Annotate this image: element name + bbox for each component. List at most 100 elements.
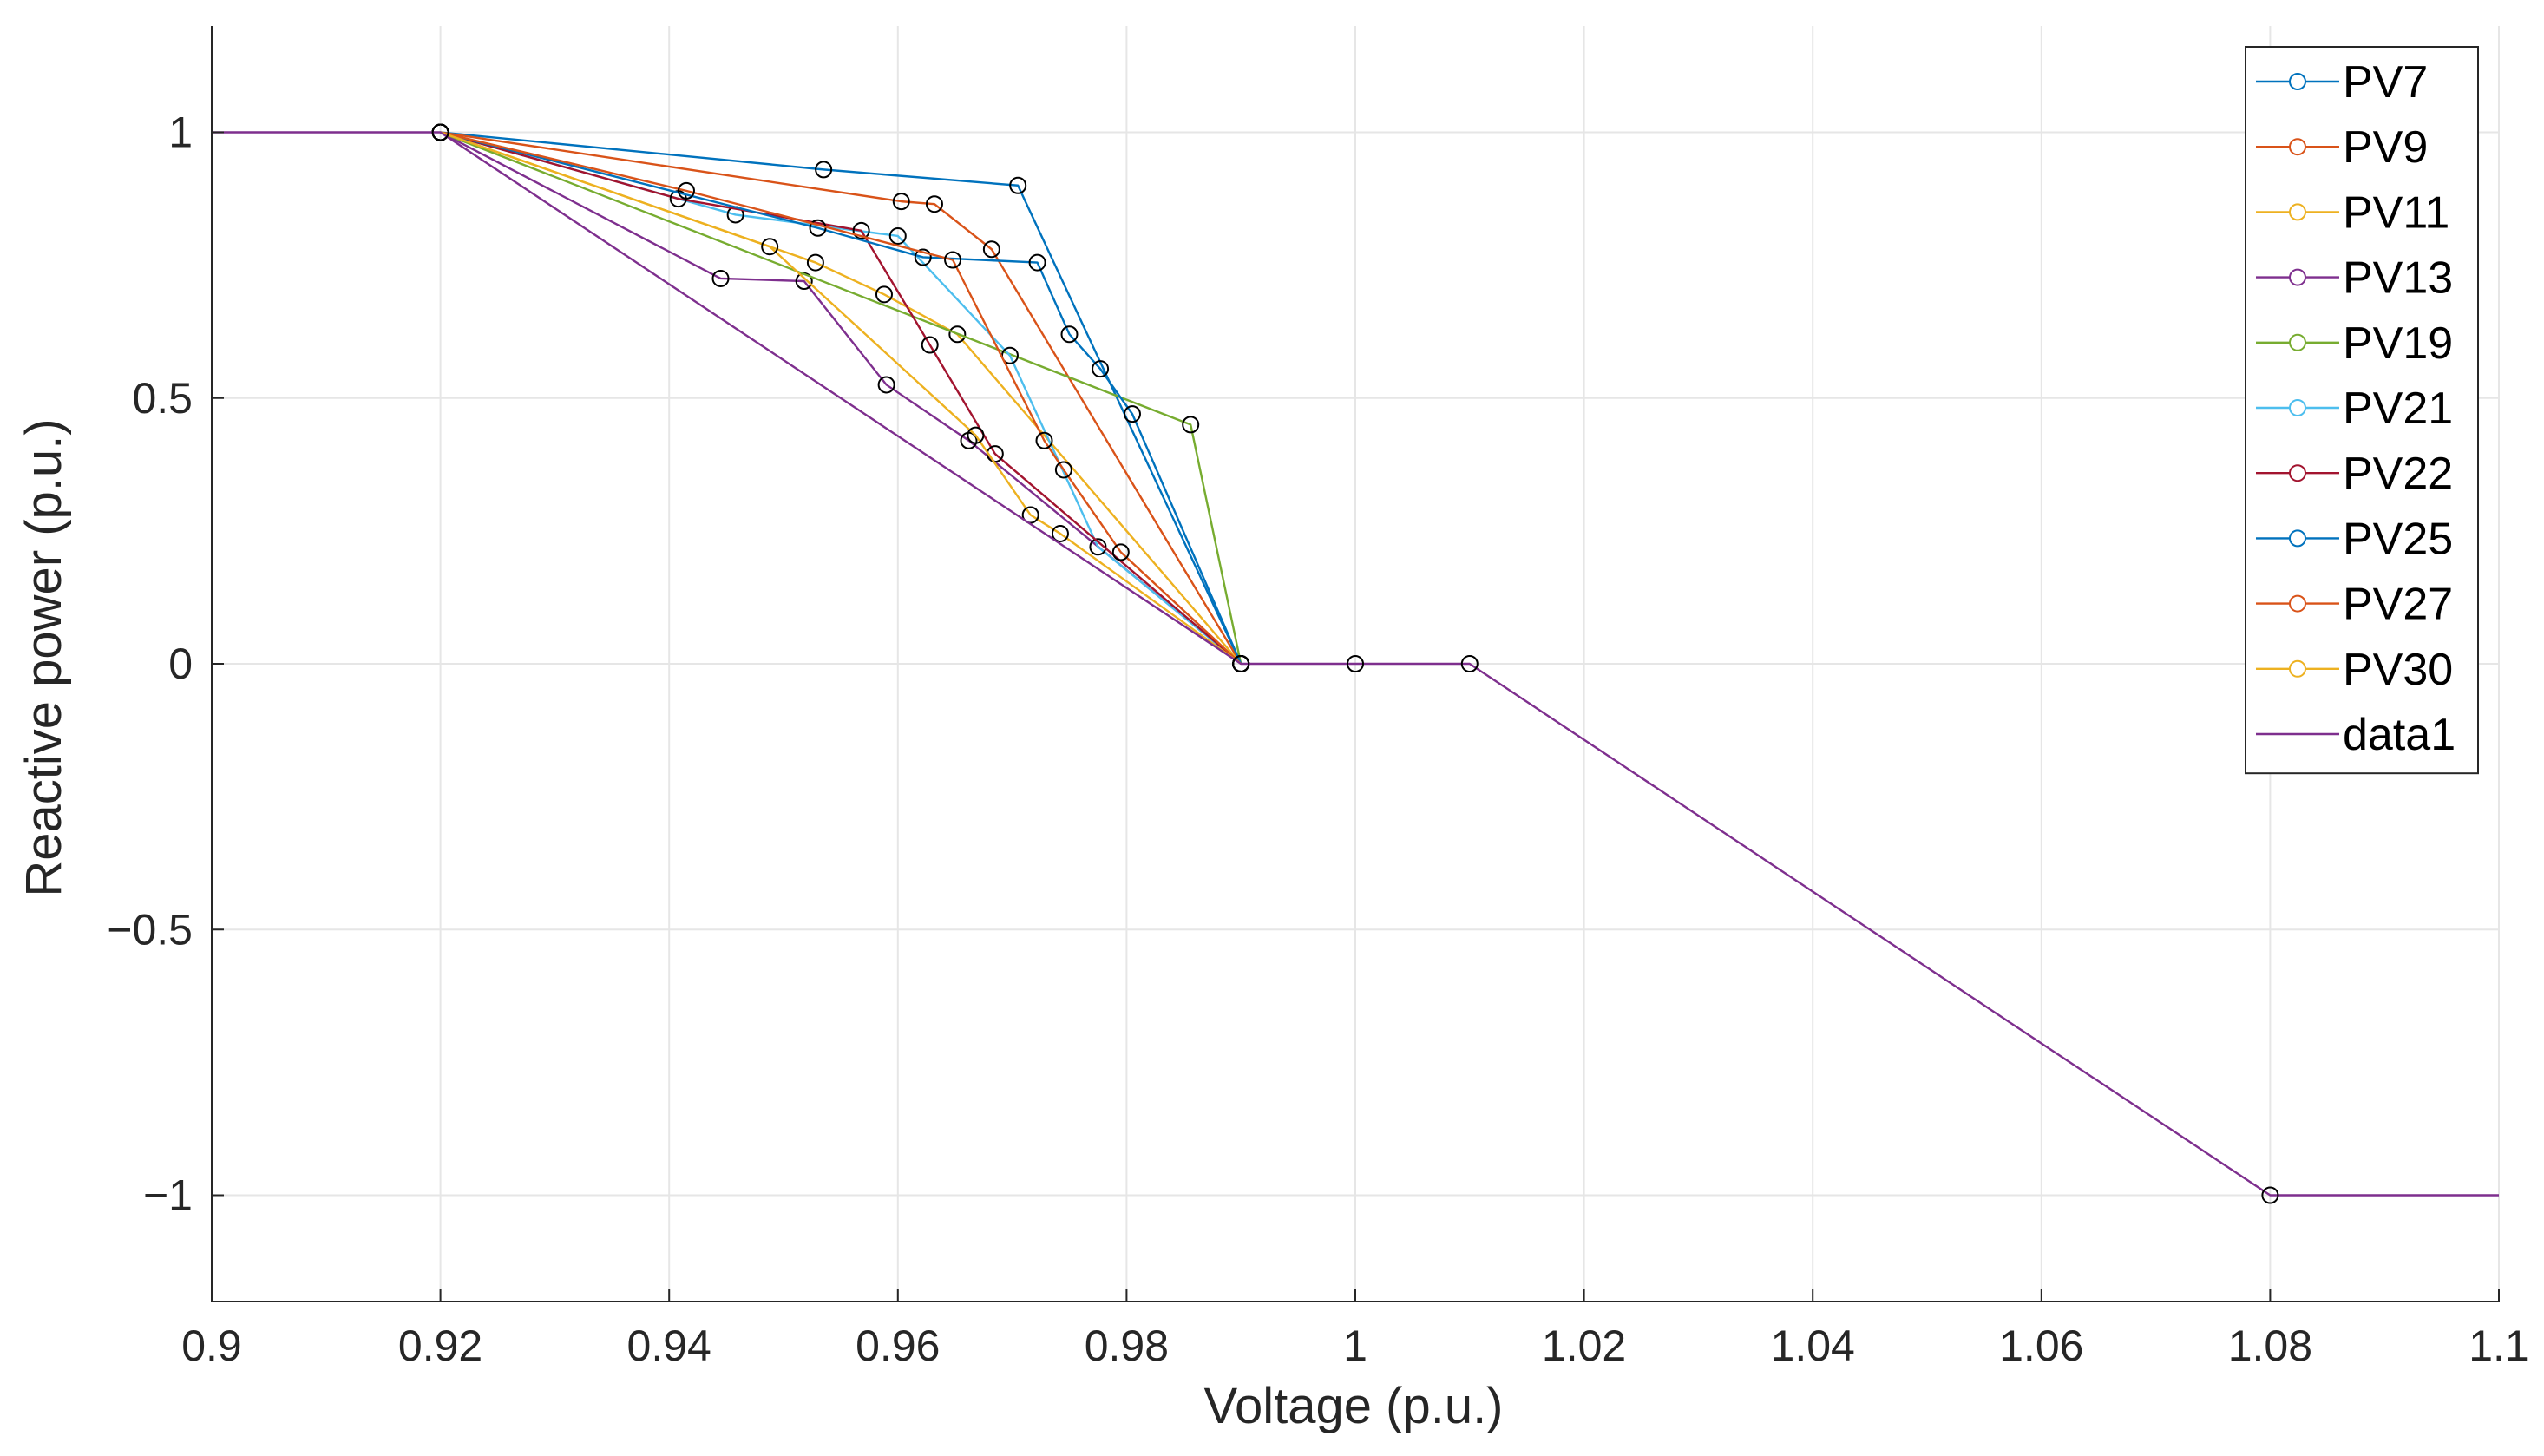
x-tick-label: 0.98: [1085, 1322, 1169, 1370]
legend-label: PV7: [2343, 57, 2428, 108]
legend-marker: [2289, 399, 2306, 416]
legend-label: PV13: [2343, 253, 2453, 304]
x-tick-label: 1.06: [1999, 1322, 2083, 1370]
series-line: [440, 131, 1242, 665]
legend-label: PV19: [2343, 318, 2453, 369]
data-point: [1028, 253, 1046, 272]
legend-item-pv21: PV21: [2256, 384, 2453, 434]
data-point: [1232, 655, 1250, 672]
x-tick-label: 0.96: [856, 1322, 940, 1370]
series-line: [440, 131, 1242, 665]
series-line: [440, 131, 1242, 665]
legend-marker: [2289, 203, 2306, 221]
x-tick-label: 0.94: [627, 1322, 711, 1370]
data-point: [967, 426, 985, 444]
legend-item-pv11: PV11: [2256, 187, 2449, 238]
data-point: [1182, 416, 1200, 434]
data-point: [1051, 524, 1069, 542]
data-point: [1111, 543, 1130, 561]
data-point: [761, 238, 779, 256]
data-point: [1009, 176, 1027, 194]
legend-label: PV25: [2343, 514, 2453, 564]
y-axis-label: Reactive power (p.u.): [16, 418, 72, 896]
data-point: [1123, 405, 1141, 423]
legend-marker: [2289, 138, 2306, 156]
series-line: [440, 131, 1242, 665]
x-tick-label: 1: [1343, 1322, 1367, 1370]
x-tick-label: 1.02: [1542, 1322, 1626, 1370]
legend-marker: [2289, 529, 2306, 548]
data-point: [877, 376, 895, 394]
data-point: [2261, 1186, 2279, 1204]
x-tick-labels: 0.9 0.92 0.94 0.96 0.98 1 1.02 1.04 1.06 1.08 1.1: [181, 1322, 2529, 1370]
data-point: [815, 161, 833, 179]
data-point: [948, 325, 967, 344]
legend-marker: [2289, 73, 2306, 90]
series-layer: [212, 123, 2499, 1204]
data-point: [1035, 431, 1053, 449]
data-point: [1347, 655, 1364, 672]
data-point: [677, 181, 695, 200]
x-tick-label: 1.1: [2469, 1322, 2529, 1370]
legend-marker: [2289, 333, 2306, 351]
legend-label: data1: [2343, 710, 2455, 760]
series-line: [440, 131, 1242, 665]
y-tick-label: 0.5: [132, 374, 193, 423]
data-point: [892, 193, 910, 211]
x-tick-label: 1.04: [1771, 1322, 1855, 1370]
series-line: [440, 131, 1242, 665]
series-data1: [212, 123, 2499, 1204]
legend-label: PV22: [2343, 449, 2453, 499]
legend-marker: [2289, 594, 2306, 613]
series-line: [440, 131, 1242, 665]
data-point: [1092, 360, 1110, 378]
legend-item-pv7: PV7: [2256, 57, 2428, 108]
data-point: [431, 123, 449, 141]
legend-label: PV21: [2343, 384, 2453, 434]
legend-item-pv13: PV13: [2256, 253, 2453, 304]
x-axis-label: Voltage (p.u.): [1204, 1378, 1504, 1434]
legend-item-pv27: PV27: [2256, 580, 2453, 630]
x-tick-label: 0.9: [181, 1322, 242, 1370]
y-tick-labels: 1 0.5 0 −0.5 −1: [107, 108, 193, 1220]
legend-item-pv30: PV30: [2256, 645, 2453, 695]
data-point: [1054, 461, 1072, 479]
legend-item-pv22: PV22: [2256, 449, 2453, 499]
legend-label: PV9: [2343, 122, 2428, 173]
data-point: [809, 219, 827, 237]
y-tick-label: 0: [168, 639, 193, 688]
data-point: [875, 285, 893, 304]
legend-marker: [2289, 268, 2306, 286]
series-line: [212, 131, 2499, 1197]
data-point: [1089, 538, 1107, 556]
legend-marker: [2289, 659, 2306, 678]
legend-label: PV11: [2343, 187, 2449, 238]
y-tick-label: −0.5: [107, 905, 193, 954]
data-point: [1021, 506, 1039, 524]
data-point: [1060, 325, 1079, 344]
data-point: [925, 195, 943, 213]
data-point: [982, 240, 1000, 259]
data-point: [852, 221, 870, 239]
y-tick-label: 1: [168, 108, 193, 157]
x-tick-label: 0.92: [398, 1322, 482, 1370]
data-point: [944, 251, 962, 269]
legend-marker: [2289, 464, 2306, 482]
legend-item-pv25: PV25: [2256, 514, 2453, 564]
legend: PV7 PV9 PV11 PV13 PV19 PV21 PV22 PV25 PV27 PV30 da…: [2245, 46, 2479, 775]
data-point: [921, 336, 939, 354]
x-tick-label: 1.08: [2228, 1322, 2312, 1370]
data-point: [711, 269, 730, 287]
legend-item-pv19: PV19: [2256, 318, 2453, 369]
legend-box: [2245, 46, 2479, 775]
legend-label: PV30: [2343, 645, 2453, 695]
data-point: [888, 226, 907, 245]
data-point: [806, 253, 824, 272]
legend-item-pv9: PV9: [2256, 122, 2428, 173]
legend-label: PV27: [2343, 580, 2453, 630]
y-tick-label: −1: [143, 1171, 193, 1220]
axes: [211, 26, 2500, 1302]
data-point: [1460, 655, 1479, 672]
legend-item-data1: data1: [2256, 710, 2455, 760]
